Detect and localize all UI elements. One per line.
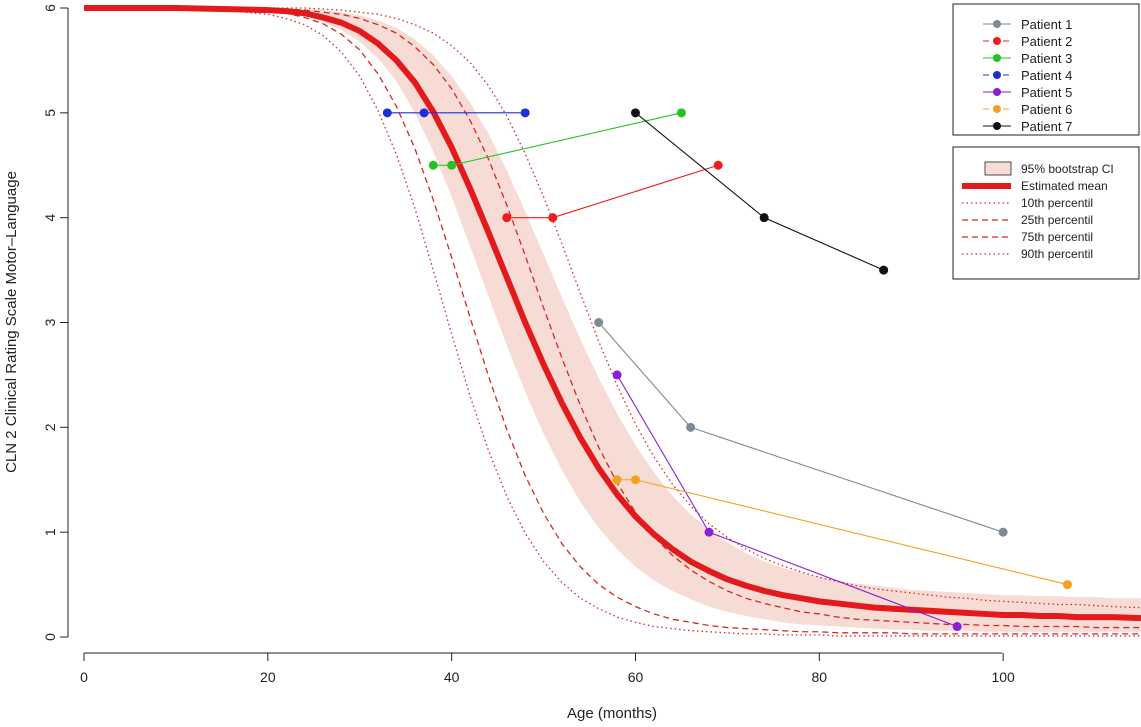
patient-4-point-2 [419, 108, 429, 118]
y-tick-label-0: 0 [42, 633, 58, 641]
legend-patient-7-label: Patient 7 [1021, 119, 1072, 134]
legend-model-1-swatch [984, 161, 1012, 176]
y-tick-label-4: 4 [42, 214, 58, 222]
patient-7-point-2 [759, 213, 769, 223]
legend-model-6-label: 90th percentil [1021, 247, 1093, 261]
x-tick-label-0: 0 [80, 669, 88, 685]
patient-2-point-3 [713, 160, 723, 170]
legend-patient-2-label: Patient 2 [1021, 34, 1072, 49]
patient-2-point-2 [548, 213, 558, 223]
percentile-line-2 [84, 7, 1141, 635]
legend-model: 95% bootstrap CI Estimated mean 10th perce… [952, 146, 1140, 280]
patient-5-point-2 [704, 527, 714, 537]
x-tick-label-40: 40 [444, 669, 460, 685]
patient-6-point-1 [612, 475, 622, 485]
legend-patient-4-label: Patient 4 [1021, 68, 1072, 83]
percentile-line-3 [84, 7, 1141, 629]
patient-1-point-1 [594, 318, 604, 327]
patient-1-point-3 [998, 527, 1008, 537]
legend-model-2-label: Estimated mean [1021, 179, 1108, 193]
y-tick-label-1: 1 [42, 528, 58, 536]
y-tick-label-2: 2 [42, 423, 58, 431]
y-axis-title: CLN 2 Clinical Rating Scale Motor–Langua… [3, 171, 20, 473]
percentile-line-4 [84, 7, 1141, 609]
legend-model-1-label: 95% bootstrap CI [1021, 162, 1114, 176]
patient-2-point-1 [502, 213, 512, 223]
patient-5-point-1 [612, 370, 622, 380]
legend-patient-1-label: Patient 1 [1021, 17, 1072, 32]
patient-3-point-1 [428, 160, 438, 170]
patient-6-point-3 [1062, 580, 1072, 590]
patient-7-point-1 [630, 108, 640, 118]
patient-3-point-2 [447, 160, 457, 170]
legend-patient-3-marker [993, 54, 1001, 62]
plot-area [84, 5, 1141, 637]
legend-model-4-label: 25th percentil [1021, 213, 1093, 227]
legend-patient-5-marker [993, 88, 1001, 96]
legend-patient-2-marker [993, 37, 1001, 45]
patient-2-line [506, 164, 719, 219]
patient-7-line [635, 112, 884, 271]
x-tick-label-20: 20 [260, 669, 276, 685]
legend-patient-4-marker [993, 71, 1001, 79]
x-tick-label-80: 80 [812, 669, 828, 685]
ticks: 0 20 40 60 80 100 0 1 2 3 4 5 6 [42, 4, 1015, 685]
legend-patient-7-marker [993, 122, 1001, 130]
x-axis-title: Age (months) [567, 705, 657, 722]
x-tick-label-100: 100 [991, 669, 1015, 685]
mean-line [84, 5, 1141, 622]
ci-band [84, 8, 1141, 632]
legend-patients-box [952, 3, 1140, 136]
patient-6-point-2 [630, 475, 640, 485]
legend-patient-1-marker [993, 20, 1001, 28]
percentile-line-1 [84, 7, 1141, 637]
y-tick-label-3: 3 [42, 318, 58, 326]
legend-patient-5-label: Patient 5 [1021, 85, 1072, 100]
legend-patients: Patient 1 Patient 2 Patient 3 Patient 4 Pati… [952, 3, 1140, 136]
patient-4-point-1 [382, 108, 392, 118]
patient-1-point-2 [686, 422, 696, 432]
legend-patient-6-label: Patient 6 [1021, 102, 1072, 117]
y-tick-label-5: 5 [42, 109, 58, 117]
legend-patient-3-label: Patient 3 [1021, 51, 1072, 66]
patient-3-point-3 [676, 108, 686, 118]
legend-model-box [952, 146, 1140, 280]
legend-patient-6-marker [993, 105, 1001, 113]
x-tick-label-60: 60 [628, 669, 644, 685]
patient-4-point-3 [520, 108, 530, 118]
patient-7-point-3 [879, 265, 889, 275]
legend-model-5-label: 75th percentil [1021, 230, 1093, 244]
y-tick-label-6: 6 [42, 4, 58, 12]
legend-model-3-label: 10th percentil [1021, 196, 1093, 210]
patient-5-point-3 [952, 622, 962, 632]
